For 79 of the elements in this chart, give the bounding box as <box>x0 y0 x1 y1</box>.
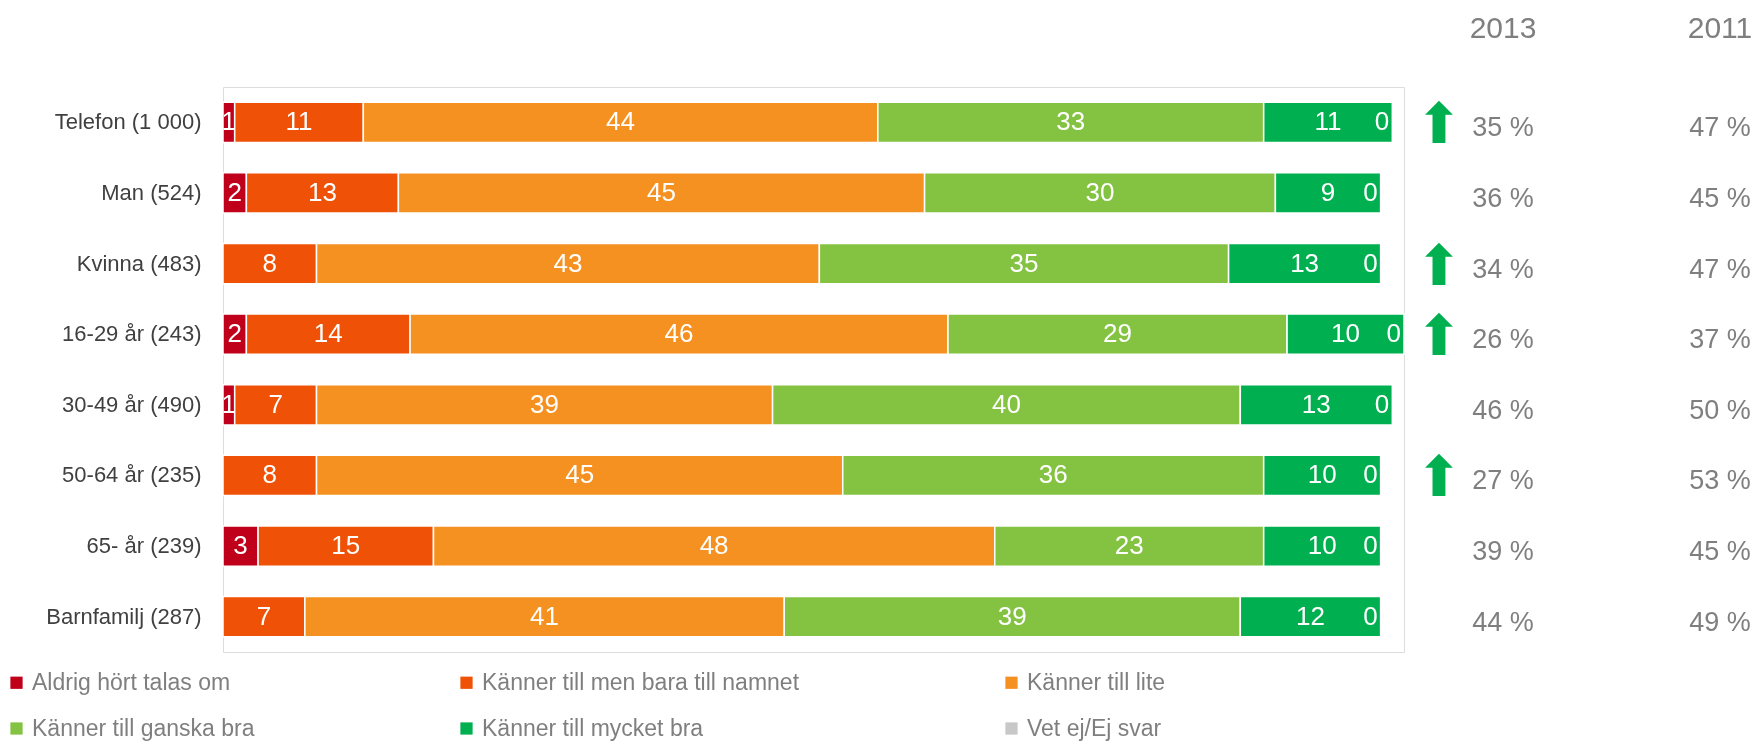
data-label: 36 <box>1038 459 1068 490</box>
data-label: 46 <box>664 318 694 349</box>
data-label: 0 <box>1374 106 1390 137</box>
data-label: 0 <box>1363 600 1378 631</box>
data-label: 41 <box>530 600 560 631</box>
data-label: 43 <box>553 247 583 278</box>
legend-label: Känner till mycket bra <box>482 714 704 741</box>
data-label: 0 <box>1363 176 1378 207</box>
data-label: 8 <box>262 247 278 278</box>
data-label: 9 <box>1320 176 1336 207</box>
y-tick-label: 16-29 år (243) <box>62 321 202 347</box>
data-label: 39 <box>997 600 1027 631</box>
text: 27 % <box>1472 465 1534 496</box>
legend-label: Vet ej/Ej svar <box>1027 714 1162 741</box>
y-tick-label: 50-64 år (235) <box>62 462 202 488</box>
text: 36 % <box>1472 182 1534 213</box>
data-label: 23 <box>1114 530 1144 561</box>
data-label: 0 <box>1363 530 1378 561</box>
category-label: 2011 <box>1687 11 1753 44</box>
data-label: 45 <box>647 176 676 207</box>
data-label: 15 <box>331 530 361 561</box>
data-label: 7 <box>256 600 272 631</box>
data-label: 11 <box>1314 106 1342 137</box>
y-tick-label: Barnfamilj (287) <box>46 603 202 629</box>
data-label: 12 <box>1295 600 1325 631</box>
text: 47 % <box>1689 253 1751 284</box>
data-label: 2 <box>227 176 242 207</box>
text: 39 % <box>1472 536 1534 567</box>
y-tick-label: 30-49 år (490) <box>62 391 202 417</box>
data-label: 13 <box>307 176 337 207</box>
y-tick-label: 65- år (239) <box>86 533 202 559</box>
data-label: 48 <box>699 530 729 561</box>
text: 37 % <box>1689 324 1751 355</box>
legend-label: Känner till ganska bra <box>32 714 255 741</box>
data-label: 45 <box>565 459 595 490</box>
data-label: 33 <box>1056 106 1086 137</box>
text: ⬆ <box>1415 303 1463 369</box>
text: 46 % <box>1472 394 1534 425</box>
text: 45 % <box>1689 536 1751 567</box>
data-label: 11 <box>285 106 313 137</box>
y-tick-label: Telefon (1 000) <box>54 109 202 135</box>
data-label: 29 <box>1103 318 1132 349</box>
data-label: 3 <box>233 530 248 561</box>
data-label: 0 <box>1363 247 1378 278</box>
text: 26 % <box>1472 324 1534 355</box>
data-label: 40 <box>991 388 1021 419</box>
data-label: 2 <box>227 318 242 349</box>
text: 34 % <box>1472 253 1534 284</box>
data-label: 0 <box>1374 388 1390 419</box>
text: 47 % <box>1689 112 1751 143</box>
data-label: 35 <box>1009 247 1039 278</box>
data-label: 10 <box>1331 318 1360 349</box>
legend-label: Känner till men bara till namnet <box>482 668 800 695</box>
data-label: 39 <box>530 388 560 419</box>
data-label: 44 <box>606 106 636 137</box>
legend-label: Känner till lite <box>1027 668 1166 695</box>
text: 50 % <box>1689 394 1751 425</box>
data-label: 0 <box>1363 459 1378 490</box>
category-label: 2013 <box>1469 11 1537 44</box>
data-label: 14 <box>313 318 343 349</box>
text: 35 % <box>1472 112 1534 143</box>
data-label: 0 <box>1386 318 1401 349</box>
data-label: 7 <box>268 388 283 419</box>
data-label: 30 <box>1085 176 1115 207</box>
text: 53 % <box>1689 465 1751 496</box>
text: 49 % <box>1689 606 1751 637</box>
text: 45 % <box>1689 182 1751 213</box>
data-label: 8 <box>262 459 278 490</box>
y-tick-label: Kvinna (483) <box>76 250 202 276</box>
data-label: 13 <box>1290 247 1320 278</box>
legend-label: Aldrig hört talas om <box>32 668 231 695</box>
text: ⬆ <box>1415 232 1463 298</box>
text: ⬆ <box>1415 91 1463 157</box>
text: 44 % <box>1472 606 1534 637</box>
data-label: 10 <box>1307 530 1337 561</box>
text: ⬆ <box>1415 444 1463 510</box>
y-tick-label: Man (524) <box>101 179 202 205</box>
data-label: 13 <box>1301 388 1331 419</box>
data-label: 10 <box>1307 459 1337 490</box>
